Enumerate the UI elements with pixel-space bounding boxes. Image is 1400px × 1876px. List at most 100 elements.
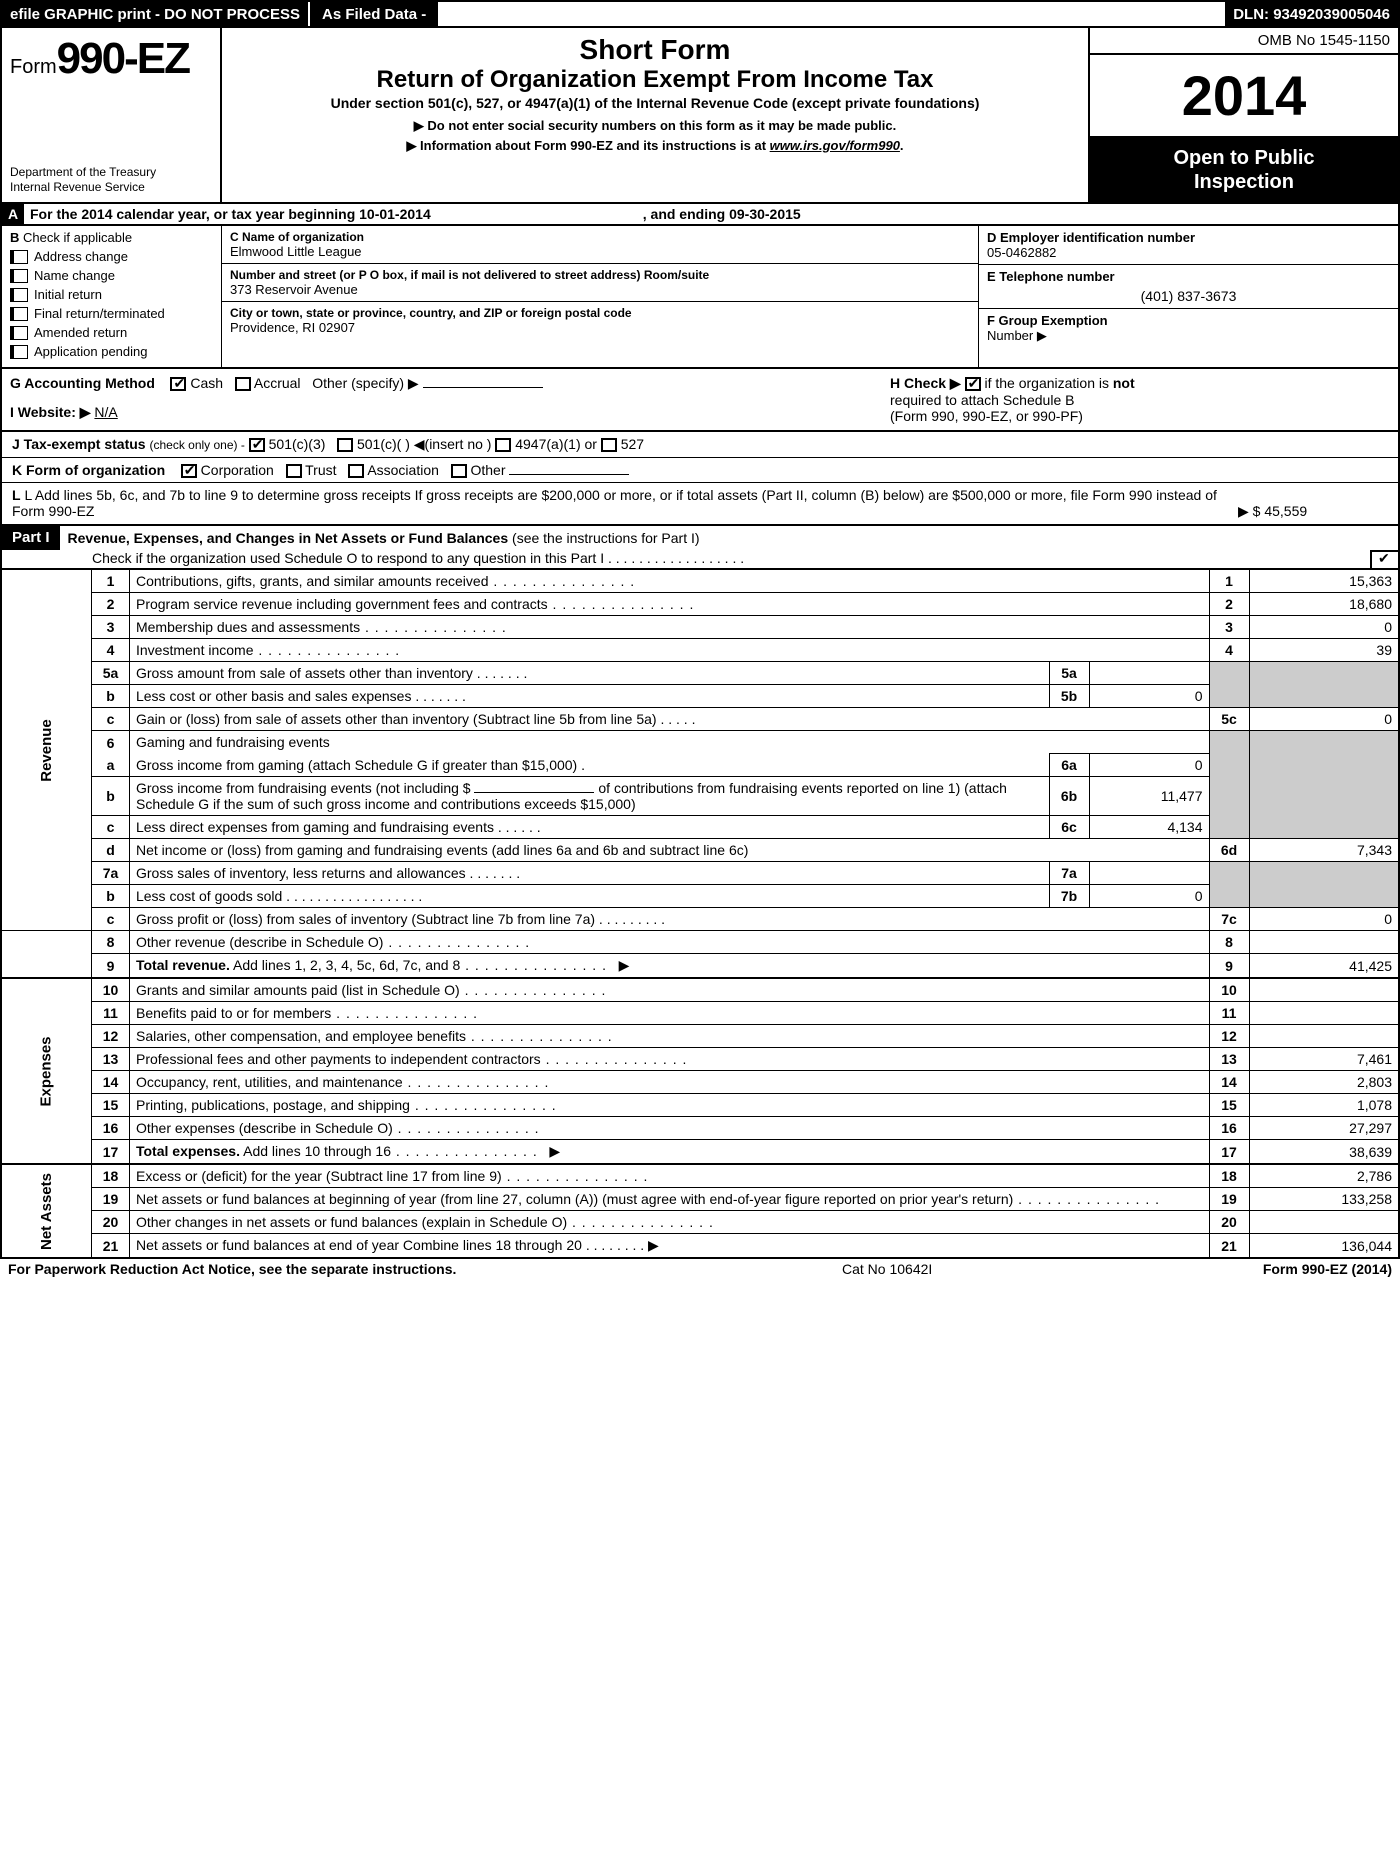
dept-irs: Internal Revenue Service [10, 180, 212, 196]
check-other-org[interactable] [451, 464, 467, 478]
line-18-num: 18 [1209, 1164, 1249, 1188]
check-amended-return[interactable]: Amended return [10, 325, 213, 340]
check-501c3[interactable] [249, 438, 265, 452]
line-7a-val [1089, 862, 1209, 885]
line-1-desc: Contributions, gifts, grants, and simila… [136, 573, 489, 589]
j-501c: 501(c)( ) ◀(insert no ) [357, 436, 491, 452]
checkbox-icon [10, 269, 28, 283]
grey-block-5 [1209, 662, 1249, 708]
check-application-pending[interactable]: Application pending [10, 344, 213, 359]
row-a-text-end: , and ending 09-30-2015 [637, 204, 807, 224]
check-final-return[interactable]: Final return/terminated [10, 306, 213, 321]
form-header: Form990-EZ Department of the Treasury In… [0, 28, 1400, 204]
line-5a-desc: Gross amount from sale of assets other t… [136, 665, 473, 681]
part-i-checkbox[interactable] [1370, 550, 1398, 568]
return-title: Return of Organization Exempt From Incom… [242, 66, 1068, 94]
page-footer: For Paperwork Reduction Act Notice, see … [0, 1259, 1400, 1279]
topbar-spacer [440, 2, 1225, 26]
short-form-title: Short Form [242, 34, 1068, 66]
line-14-no: 14 [91, 1071, 129, 1094]
line-7c-num: 7c [1209, 908, 1249, 931]
line-6b-desc1: Gross income from fundraising events (no… [136, 780, 475, 796]
open-public-1: Open to Public [1094, 146, 1394, 170]
line-12-desc: Salaries, other compensation, and employ… [136, 1028, 466, 1044]
check-accrual[interactable] [235, 377, 251, 391]
line-6a-box: 6a [1049, 754, 1089, 777]
check-schedule-b[interactable] [965, 377, 981, 391]
line-3-num: 3 [1209, 616, 1249, 639]
check-address-change[interactable]: Address change [10, 249, 213, 264]
k-other: Other [470, 462, 505, 478]
check-corporation[interactable] [181, 464, 197, 478]
org-city: Providence, RI 02907 [230, 320, 970, 335]
return-subtitle: Under section 501(c), 527, or 4947(a)(1)… [242, 94, 1068, 114]
line-6c-no: c [91, 816, 129, 839]
check-cash[interactable] [170, 377, 186, 391]
line-8-no: 8 [91, 931, 129, 954]
g-label: G Accounting Method [10, 375, 155, 391]
org-street: 373 Reservoir Avenue [230, 282, 970, 297]
checkbox-icon [10, 345, 28, 359]
line-1-no: 1 [91, 570, 129, 593]
line-17-no: 17 [91, 1140, 129, 1165]
line-7a-no: 7a [91, 862, 129, 885]
form-number: 990-EZ [57, 34, 189, 83]
line-17-amt: 38,639 [1249, 1140, 1399, 1165]
line-1-amt: 15,363 [1249, 570, 1399, 593]
c-city-label: City or town, state or province, country… [230, 306, 970, 320]
omb-number: OMB No 1545-1150 [1090, 28, 1398, 55]
check-527[interactable] [601, 438, 617, 452]
netassets-side-label: Net Assets [1, 1164, 91, 1258]
check-501c[interactable] [337, 438, 353, 452]
check-name-change[interactable]: Name change [10, 268, 213, 283]
efile-notice: efile GRAPHIC print - DO NOT PROCESS [2, 2, 308, 26]
dept-treasury: Department of the Treasury [10, 165, 212, 181]
b-text: Check if applicable [23, 230, 132, 245]
line-7c-no: c [91, 908, 129, 931]
line-14-amt: 2,803 [1249, 1071, 1399, 1094]
line-6b-val: 11,477 [1089, 777, 1209, 816]
info-notice-text: ▶ Information about Form 990-EZ and its … [406, 138, 769, 153]
part-i-title: Revenue, Expenses, and Changes in Net As… [60, 526, 1398, 550]
line-9-desc2: Add lines 1, 2, 3, 4, 5c, 6d, 7c, and 8 [230, 957, 460, 973]
dept-block: Department of the Treasury Internal Reve… [10, 165, 212, 196]
grey-block-6 [1209, 731, 1249, 839]
checkbox-icon [10, 250, 28, 264]
g-cash: Cash [190, 375, 223, 391]
line-15-desc: Printing, publications, postage, and shi… [136, 1097, 410, 1113]
line-21-amt: 136,044 [1249, 1234, 1399, 1259]
checkbox-icon [10, 288, 28, 302]
l-text: L Add lines 5b, 6c, and 7b to line 9 to … [12, 487, 1217, 519]
row-a-text-begin: For the 2014 calendar year, or tax year … [24, 204, 437, 224]
part-i-check-line: Check if the organization used Schedule … [92, 550, 744, 568]
line-2-desc: Program service revenue including govern… [136, 596, 548, 612]
check-initial-return[interactable]: Initial return [10, 287, 213, 302]
line-13-desc: Professional fees and other payments to … [136, 1051, 541, 1067]
section-c-org-name: C Name of organization Elmwood Little Le… [222, 226, 978, 367]
org-name: Elmwood Little League [230, 244, 970, 259]
line-6c-box: 6c [1049, 816, 1089, 839]
row-k-form-org: K Form of organization Corporation Trust… [0, 458, 1400, 483]
g-other-specify[interactable] [423, 387, 543, 388]
irs-link[interactable]: www.irs.gov/form990 [770, 138, 900, 153]
line-6-desc: Gaming and fundraising events [136, 734, 330, 750]
check-association[interactable] [348, 464, 364, 478]
line-9-num: 9 [1209, 954, 1249, 979]
line-13-amt: 7,461 [1249, 1048, 1399, 1071]
line-5a-val [1089, 662, 1209, 685]
b-label: B [10, 230, 19, 245]
line-7b-desc: Less cost of goods sold [136, 888, 282, 904]
line-16-no: 16 [91, 1117, 129, 1140]
h-text2: if the organization is [984, 375, 1112, 391]
check-4947[interactable] [495, 438, 511, 452]
line-1-num: 1 [1209, 570, 1249, 593]
c-street-label: Number and street (or P O box, if mail i… [230, 268, 970, 282]
k-other-blank[interactable] [509, 474, 629, 475]
part-i-table: Revenue 1 Contributions, gifts, grants, … [0, 570, 1400, 1259]
line-16-amt: 27,297 [1249, 1117, 1399, 1140]
line-5b-val: 0 [1089, 685, 1209, 708]
line-3-desc: Membership dues and assessments [136, 619, 360, 635]
d-label: D Employer identification number [987, 230, 1390, 245]
check-trust[interactable] [286, 464, 302, 478]
line-5c-amt: 0 [1249, 708, 1399, 731]
